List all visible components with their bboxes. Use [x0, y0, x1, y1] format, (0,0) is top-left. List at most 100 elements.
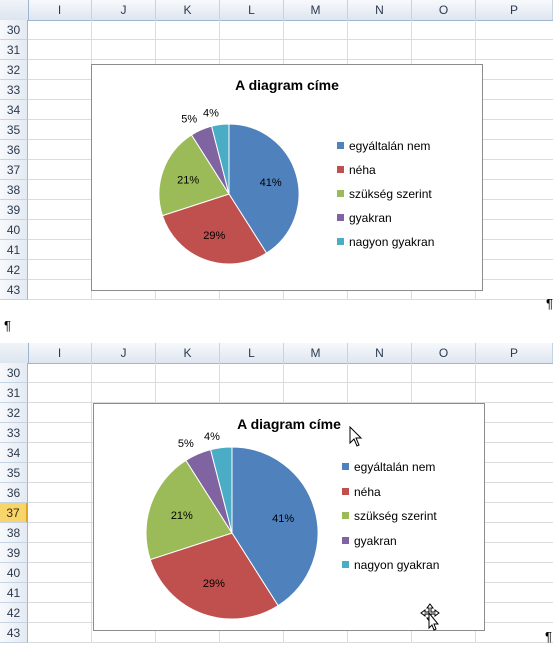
pie-plot-area: 41% 29% 21% 5% 4%: [158, 108, 300, 265]
pie-slice[interactable]: [145, 459, 233, 561]
row-header-39[interactable]: 39: [0, 543, 28, 563]
gridline: [28, 299, 553, 300]
row-header-38[interactable]: 38: [0, 180, 28, 200]
column-header-m[interactable]: M: [284, 0, 348, 20]
legend-entry[interactable]: gyakran: [342, 534, 397, 548]
legend-entry[interactable]: gyakran: [337, 211, 392, 225]
row-header-31[interactable]: 31: [0, 383, 28, 403]
column-header-l[interactable]: L: [220, 343, 284, 363]
pie-slice[interactable]: [161, 193, 268, 265]
column-header-k[interactable]: K: [156, 343, 220, 363]
data-label: 41%: [260, 177, 282, 189]
row-header-43[interactable]: 43: [0, 623, 28, 643]
legend-swatch: [337, 190, 344, 197]
row-header-36[interactable]: 36: [0, 140, 28, 160]
legend-entry[interactable]: szükség szerint: [337, 187, 432, 201]
column-header-m[interactable]: M: [284, 343, 348, 363]
column-header-n[interactable]: N: [348, 0, 412, 20]
legend-label: gyakran: [349, 211, 392, 225]
row-header-34[interactable]: 34: [0, 443, 28, 463]
column-header-o[interactable]: O: [412, 0, 476, 20]
select-all-corner[interactable]: [0, 343, 29, 363]
row-header-34[interactable]: 34: [0, 100, 28, 120]
paragraph-mark: ¶: [546, 296, 553, 311]
legend-entry[interactable]: néha: [337, 163, 376, 177]
chart-title: A diagram címe: [237, 416, 341, 432]
row-header-42[interactable]: 42: [0, 260, 28, 280]
legend-label: nagyon gyakran: [349, 235, 435, 249]
data-label: 4%: [203, 108, 219, 120]
legend-entry[interactable]: egyáltalán nem: [337, 139, 430, 153]
column-header-k[interactable]: K: [156, 0, 220, 20]
column-header-i[interactable]: I: [28, 0, 92, 20]
pie-slice[interactable]: [210, 123, 230, 195]
row-header-32[interactable]: 32: [0, 60, 28, 80]
gridline: [28, 39, 553, 40]
gridline: [28, 402, 553, 403]
row-header-38[interactable]: 38: [0, 523, 28, 543]
row-header-39[interactable]: 39: [0, 200, 28, 220]
data-label: 21%: [177, 174, 199, 186]
row-header-41[interactable]: 41: [0, 240, 28, 260]
column-header-i[interactable]: I: [28, 343, 92, 363]
column-header-o[interactable]: O: [412, 343, 476, 363]
legend-label: szükség szerint: [354, 509, 437, 523]
pie-slice[interactable]: [149, 532, 279, 620]
data-label: 41%: [272, 513, 294, 525]
row-header-31[interactable]: 31: [0, 40, 28, 60]
row-header-33[interactable]: 33: [0, 423, 28, 443]
legend-swatch: [337, 214, 344, 221]
legend-entry[interactable]: nagyon gyakran: [342, 558, 439, 572]
select-all-corner[interactable]: [0, 0, 29, 20]
column-header-j[interactable]: J: [92, 343, 156, 363]
pie-slice[interactable]: [210, 446, 233, 534]
data-label: 29%: [203, 230, 225, 242]
row-header-43[interactable]: 43: [0, 280, 28, 300]
legend-entry[interactable]: néha: [342, 485, 381, 499]
column-header-p[interactable]: P: [476, 0, 553, 20]
legend-swatch: [342, 512, 349, 519]
legend-label: egyáltalán nem: [354, 460, 436, 474]
legend-swatch: [342, 487, 349, 495]
row-header-42[interactable]: 42: [0, 603, 28, 623]
data-label: 21%: [171, 510, 193, 522]
legend-entry[interactable]: egyáltalán nem: [342, 460, 435, 474]
column-header-n[interactable]: N: [348, 343, 412, 363]
gridline: [28, 59, 553, 60]
column-header-j[interactable]: J: [92, 0, 156, 20]
chart-title: A diagram címe: [235, 77, 339, 93]
legend-label: nagyon gyakran: [354, 558, 440, 572]
gridline: [91, 363, 92, 643]
row-header-41[interactable]: 41: [0, 583, 28, 603]
row-header-37[interactable]: 37: [0, 160, 28, 180]
row-header-33[interactable]: 33: [0, 80, 28, 100]
legend-label: néha: [349, 163, 376, 177]
column-header-l[interactable]: L: [220, 0, 284, 20]
row-header-40[interactable]: 40: [0, 563, 28, 583]
legend-swatch: [342, 463, 349, 470]
row-header-30[interactable]: 30: [0, 20, 28, 40]
move-cursor-icon: [420, 603, 440, 631]
legend-entry[interactable]: szükség szerint: [342, 509, 437, 523]
row-header-40[interactable]: 40: [0, 220, 28, 240]
row-header-32[interactable]: 32: [0, 403, 28, 423]
row-header-30[interactable]: 30: [0, 363, 28, 383]
paragraph-mark: ¶: [545, 629, 552, 644]
legend-swatch: [337, 142, 344, 149]
legend-label: néha: [354, 484, 381, 499]
pie-slice[interactable]: [158, 134, 230, 217]
pie-chart[interactable]: A diagram címe 41% 29% 21% 5% 4% egyáltalán …: [93, 403, 485, 631]
legend-swatch: [337, 238, 344, 245]
legend-entry[interactable]: nagyon gyakran: [337, 235, 434, 249]
column-header-p[interactable]: P: [476, 343, 553, 363]
legend-swatch: [337, 166, 344, 173]
legend-label: egyáltalán nem: [349, 139, 431, 153]
pie-chart[interactable]: A diagram címe 41% 29% 21% 5% 4% egyáltalán …: [91, 64, 483, 291]
row-header-36[interactable]: 36: [0, 483, 28, 503]
row-header-37[interactable]: 37: [0, 503, 28, 523]
row-header-35[interactable]: 35: [0, 463, 28, 483]
row-header-35[interactable]: 35: [0, 120, 28, 140]
